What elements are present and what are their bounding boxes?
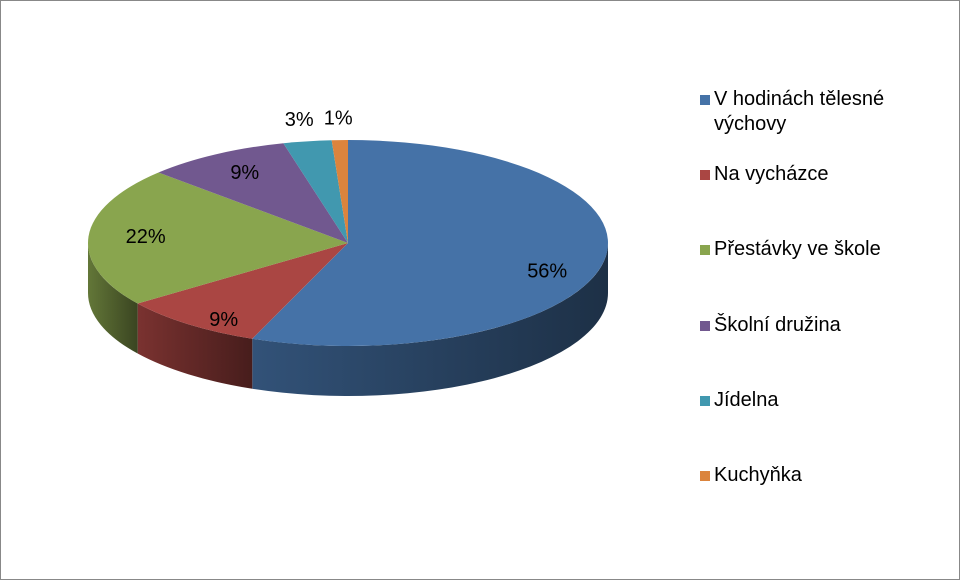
pie-slice — [158, 143, 348, 243]
pie-slice — [331, 140, 348, 243]
legend-swatch — [700, 245, 710, 255]
legend-swatch — [700, 396, 710, 406]
pie-side — [137, 303, 253, 389]
pie-slice — [252, 140, 609, 346]
pie-slice — [283, 140, 348, 243]
data-label: 56% — [527, 260, 567, 282]
pie-side — [252, 243, 609, 396]
pie-slice — [137, 243, 348, 339]
legend-label: V hodinách tělesné výchovy — [714, 88, 885, 135]
data-label: 9% — [230, 162, 259, 184]
legend-label: Jídelna — [714, 389, 779, 411]
legend-label: Přestávky ve škole — [714, 238, 881, 260]
data-label: 22% — [126, 226, 166, 248]
legend-swatch — [700, 95, 710, 105]
legend-swatch — [700, 471, 710, 481]
legend-swatch — [700, 321, 710, 331]
legend-swatch — [700, 170, 710, 180]
legend-label: Školní družina — [714, 314, 841, 336]
data-label: 9% — [209, 309, 238, 331]
pie-side — [88, 243, 138, 354]
legend-label: Na vycházce — [714, 163, 829, 185]
data-label: 3% — [285, 109, 314, 131]
data-label: 1% — [324, 108, 353, 130]
pie-slice — [88, 172, 348, 304]
legend-label: Kuchyňka — [714, 464, 802, 486]
